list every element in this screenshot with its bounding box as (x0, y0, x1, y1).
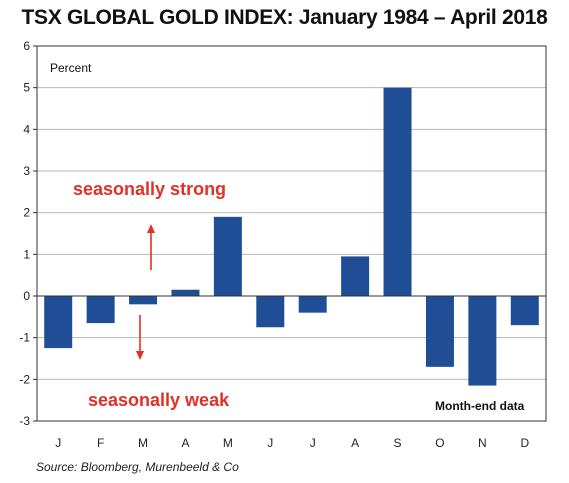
down-arrow-icon (136, 315, 144, 360)
x-tick-label: A (351, 436, 359, 450)
chart-title: TSX GLOBAL GOLD INDEX: January 1984 – Ap… (21, 6, 548, 29)
bar (298, 296, 327, 313)
y-axis-label: Percent (50, 61, 92, 75)
bar (171, 289, 200, 296)
source-note: Source: Bloomberg, Murenbeeld & Co (36, 460, 239, 474)
bar (129, 296, 158, 305)
y-tick-labels: -3 -2 -1 0 1 2 3 4 5 6 (19, 39, 37, 428)
x-tick-label: A (181, 436, 189, 450)
bar (44, 296, 73, 349)
y-tick-label: 1 (23, 247, 30, 261)
bar (425, 296, 454, 367)
seasonally-strong-label: seasonally strong (73, 179, 226, 199)
bar (341, 256, 370, 296)
x-tick-label: J (267, 436, 273, 450)
x-tick-label: D (520, 436, 529, 450)
bar (86, 296, 115, 324)
x-tick-label: O (435, 436, 444, 450)
x-tick-label: M (223, 436, 233, 450)
x-tick-label: J (55, 436, 61, 450)
month-end-note: Month-end data (435, 399, 525, 413)
up-arrow-icon (147, 224, 155, 270)
seasonally-weak-label: seasonally weak (88, 390, 230, 410)
y-tick-label: -2 (19, 372, 30, 386)
x-tick-label: N (478, 436, 487, 450)
y-tick-label: 6 (23, 39, 30, 53)
x-tick-label: F (97, 436, 104, 450)
bar (256, 296, 285, 328)
y-tick-label: 0 (23, 289, 30, 303)
bar (383, 87, 412, 297)
y-tick-label: -3 (19, 414, 30, 428)
x-tick-label: M (138, 436, 148, 450)
bar (510, 296, 539, 326)
x-tick-label: J (310, 436, 316, 450)
x-tick-label: S (394, 436, 402, 450)
plot-frame (36, 45, 547, 422)
y-tick-label: 3 (23, 164, 30, 178)
y-tick-label: 2 (23, 206, 30, 220)
y-tick-label: 4 (23, 122, 30, 136)
bar (468, 296, 497, 386)
y-tick-label: -1 (19, 331, 30, 345)
bar (213, 216, 242, 296)
bars (44, 87, 539, 386)
y-tick-label: 5 (23, 81, 30, 95)
